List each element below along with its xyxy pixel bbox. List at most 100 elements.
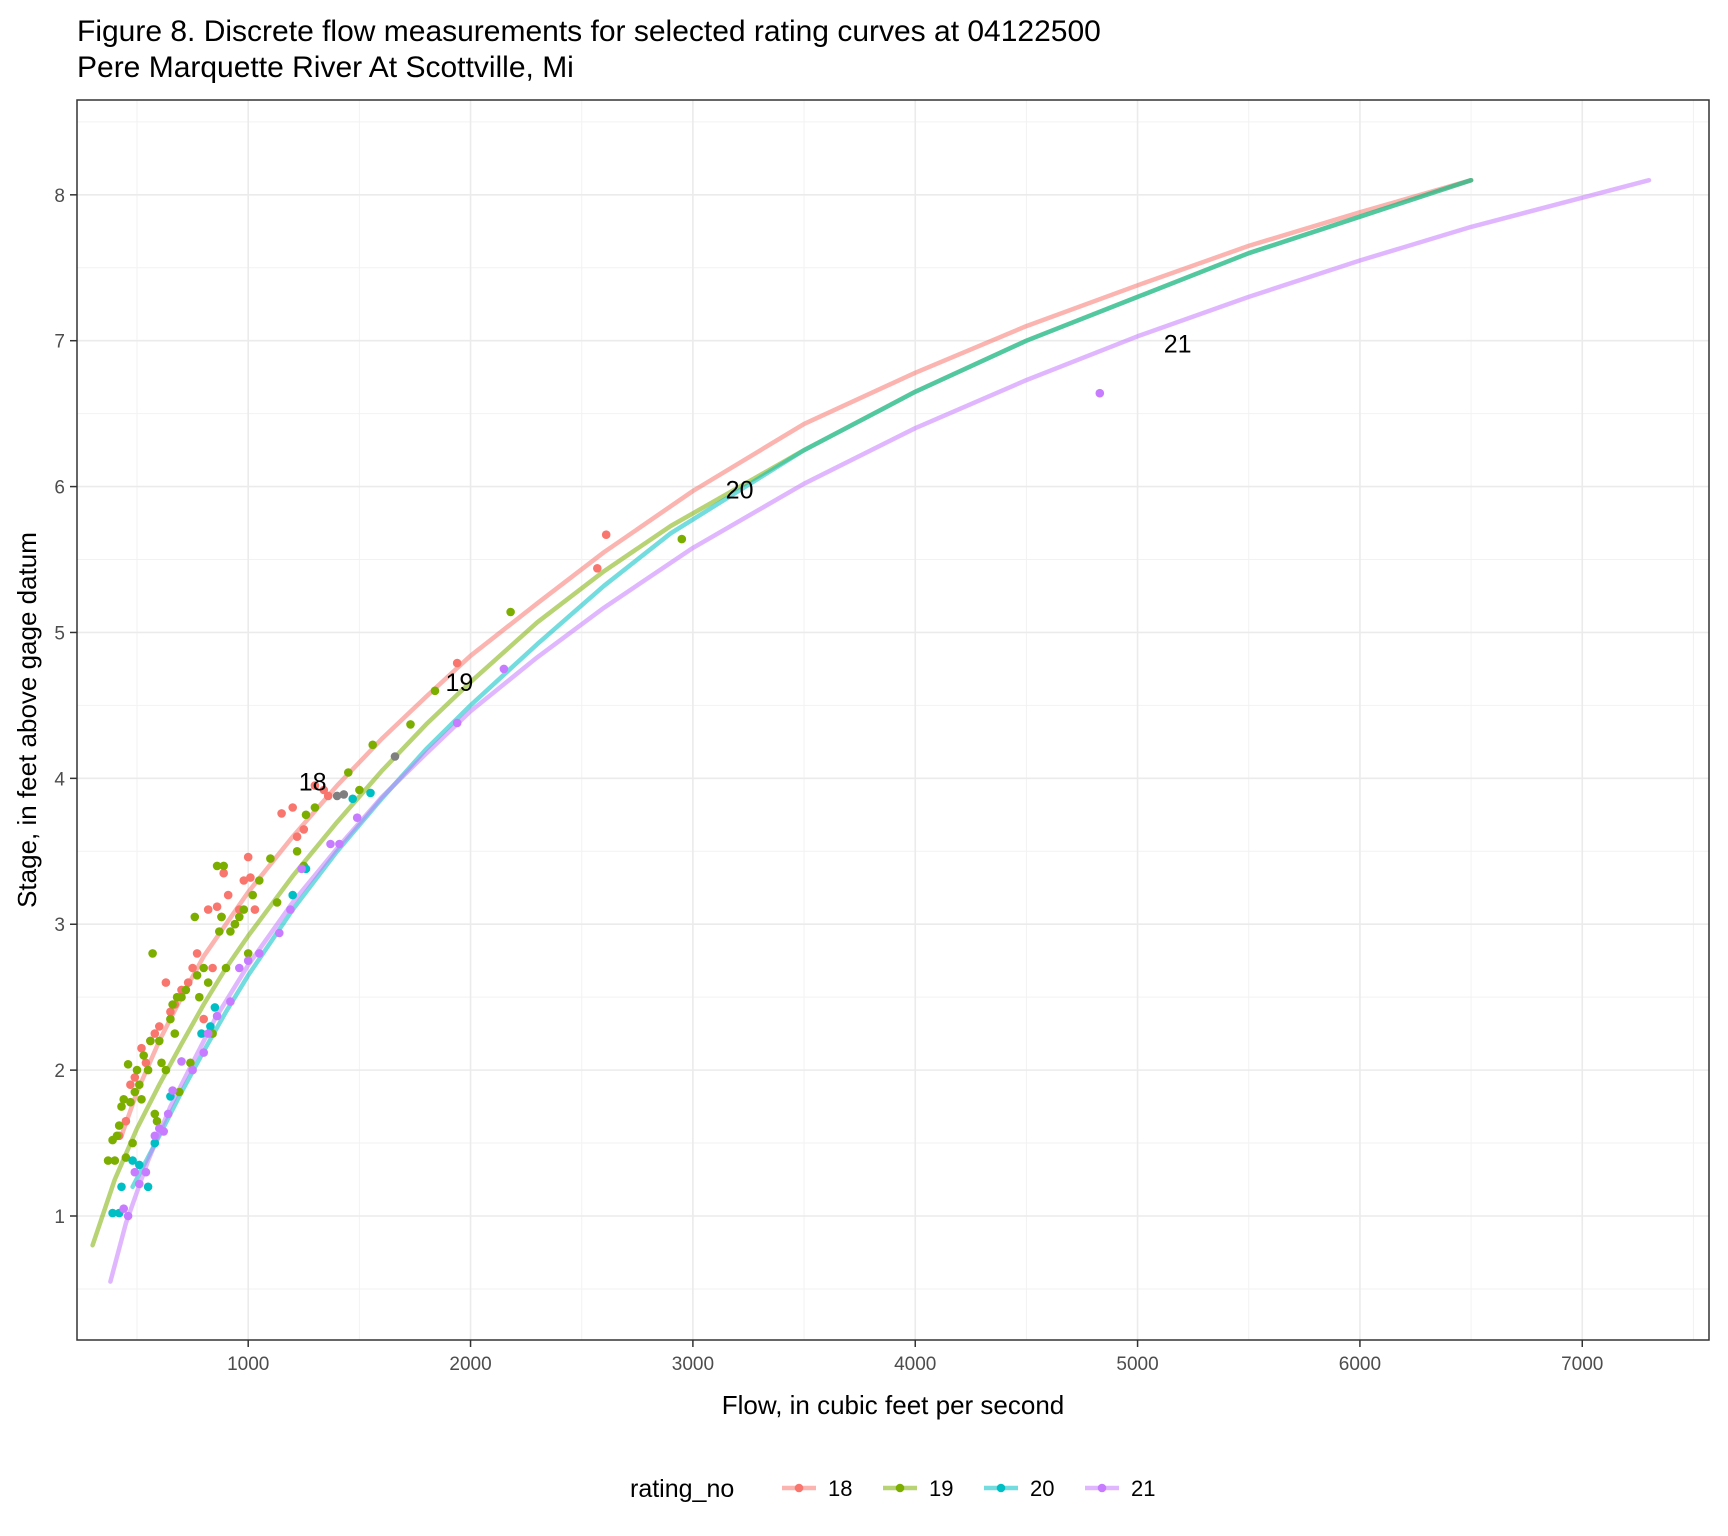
measurement-point-20 [206, 1022, 215, 1031]
measurement-point-20 [135, 1160, 144, 1170]
measurement-point-20 [117, 1182, 126, 1192]
measurement-point-19 [248, 890, 257, 900]
measurement-point-18 [188, 963, 197, 973]
measurement-point-21 [335, 839, 344, 849]
measurement-point-19 [155, 1036, 164, 1046]
measurement-point-19 [190, 912, 200, 922]
x-tick-label: 5000 [1116, 1354, 1158, 1375]
measurement-point-18 [319, 785, 329, 795]
curve-labels: 18 19 20 21 [299, 331, 1192, 797]
legend-title: rating_no [630, 1475, 734, 1503]
measurement-point-18 [239, 876, 249, 885]
y-tick-label: 6 [54, 478, 65, 499]
curve-label-18: 18 [299, 768, 327, 796]
y-tick-label: 1 [54, 1207, 65, 1228]
measurement-point-unassigned [332, 791, 342, 801]
plot-border [76, 99, 1710, 1341]
curve-label-21: 21 [1164, 331, 1192, 359]
measurement-point-19 [368, 740, 378, 750]
measurement-point-19 [166, 1014, 175, 1024]
y-axis-title: Stage, in feet above gage datum [12, 532, 42, 908]
measurement-point-19 [212, 861, 222, 871]
measurement-point-20 [128, 1156, 137, 1165]
measurement-point-19 [195, 992, 204, 1002]
measurement-point-20 [150, 1138, 160, 1148]
curve-label-20: 20 [726, 477, 754, 505]
x-tick-label: 6000 [1339, 1354, 1381, 1375]
measurement-point-18 [243, 852, 253, 862]
measurement-point-unassigned [390, 752, 400, 761]
measurement-point-18 [150, 1029, 160, 1038]
measurement-point-21 [226, 997, 235, 1006]
y-tick-label: 5 [54, 623, 65, 644]
measurement-point-21 [326, 839, 335, 849]
rating-curve-18 [119, 177, 1474, 1139]
measurement-point-21 [159, 1127, 168, 1136]
measurement-point-18 [199, 1014, 208, 1024]
measurement-point-unassigned [339, 790, 349, 799]
measurement-point-21 [123, 1211, 133, 1221]
measurement-point-18 [323, 791, 333, 801]
measurement-point-19 [215, 927, 224, 936]
measurement-point-19 [219, 861, 228, 871]
measurement-point-21 [243, 956, 253, 965]
measurement-point-19 [123, 1060, 133, 1069]
measurement-point-19 [150, 1109, 160, 1119]
measurement-point-19 [135, 1080, 144, 1089]
measurement-point-19 [175, 1087, 184, 1097]
legend-key-point-20 [996, 1483, 1006, 1493]
measurement-point-21 [163, 1109, 173, 1119]
x-axis-title: Flow, in cubic feet per second [722, 1390, 1065, 1420]
legend: rating_no 18 19 20 21 [630, 1475, 1155, 1503]
measurement-point-19 [217, 912, 226, 922]
measurement-point-21 [452, 718, 462, 728]
x-tick-label: 1000 [227, 1354, 269, 1375]
measurement-point-19 [139, 1051, 148, 1060]
measurement-point-18 [219, 868, 228, 878]
measurement-point-21 [135, 1179, 144, 1189]
measurement-point-18 [192, 949, 202, 958]
measurement-point-18 [246, 873, 255, 882]
measurement-point-18 [277, 809, 286, 818]
measurement-point-19 [110, 1156, 120, 1165]
measurement-point-18 [130, 1073, 140, 1082]
measurement-point-21 [235, 963, 244, 973]
measurement-point-21 [119, 1204, 128, 1213]
measurement-point-21 [499, 664, 509, 674]
measurement-point-18 [593, 564, 602, 573]
measurement-point-19 [406, 720, 415, 729]
measurement-point-18 [223, 890, 233, 900]
measurement-point-21 [254, 949, 264, 958]
measurement-point-18 [137, 1043, 146, 1053]
x-tick-label: 4000 [894, 1354, 936, 1375]
legend-key-point-19 [895, 1483, 905, 1493]
legend-label-18: 18 [828, 1476, 852, 1501]
measurement-point-19 [310, 803, 320, 812]
measurement-point-19 [243, 949, 253, 958]
chart-subtitle: Pere Marquette River At Scottville, Mi [77, 51, 574, 84]
measurement-point-19 [161, 1065, 171, 1075]
measurement-point-20 [348, 794, 358, 804]
measurement-point-21 [1095, 388, 1105, 398]
measurement-point-18 [208, 963, 217, 973]
measurement-point-21 [352, 813, 362, 822]
measurement-point-19 [506, 607, 515, 617]
measurement-point-19 [226, 927, 235, 936]
y-tick-label: 4 [54, 769, 65, 790]
measurement-point-19 [130, 1087, 140, 1097]
measurement-point-21 [177, 1057, 186, 1066]
measurement-point-19 [677, 534, 687, 544]
measurement-point-19 [203, 978, 213, 987]
x-tick-label: 3000 [672, 1354, 714, 1375]
measurement-point-19 [117, 1102, 126, 1111]
measurement-point-20 [143, 1182, 153, 1192]
measurement-point-19 [137, 1095, 146, 1104]
measurement-point-18 [203, 905, 213, 914]
measurement-point-21 [141, 1167, 151, 1177]
grid-lines [77, 100, 1709, 1340]
measurement-point-19 [301, 810, 311, 820]
measurement-point-19 [230, 919, 240, 929]
measurement-point-18 [292, 832, 302, 841]
measurement-point-18 [183, 978, 193, 987]
